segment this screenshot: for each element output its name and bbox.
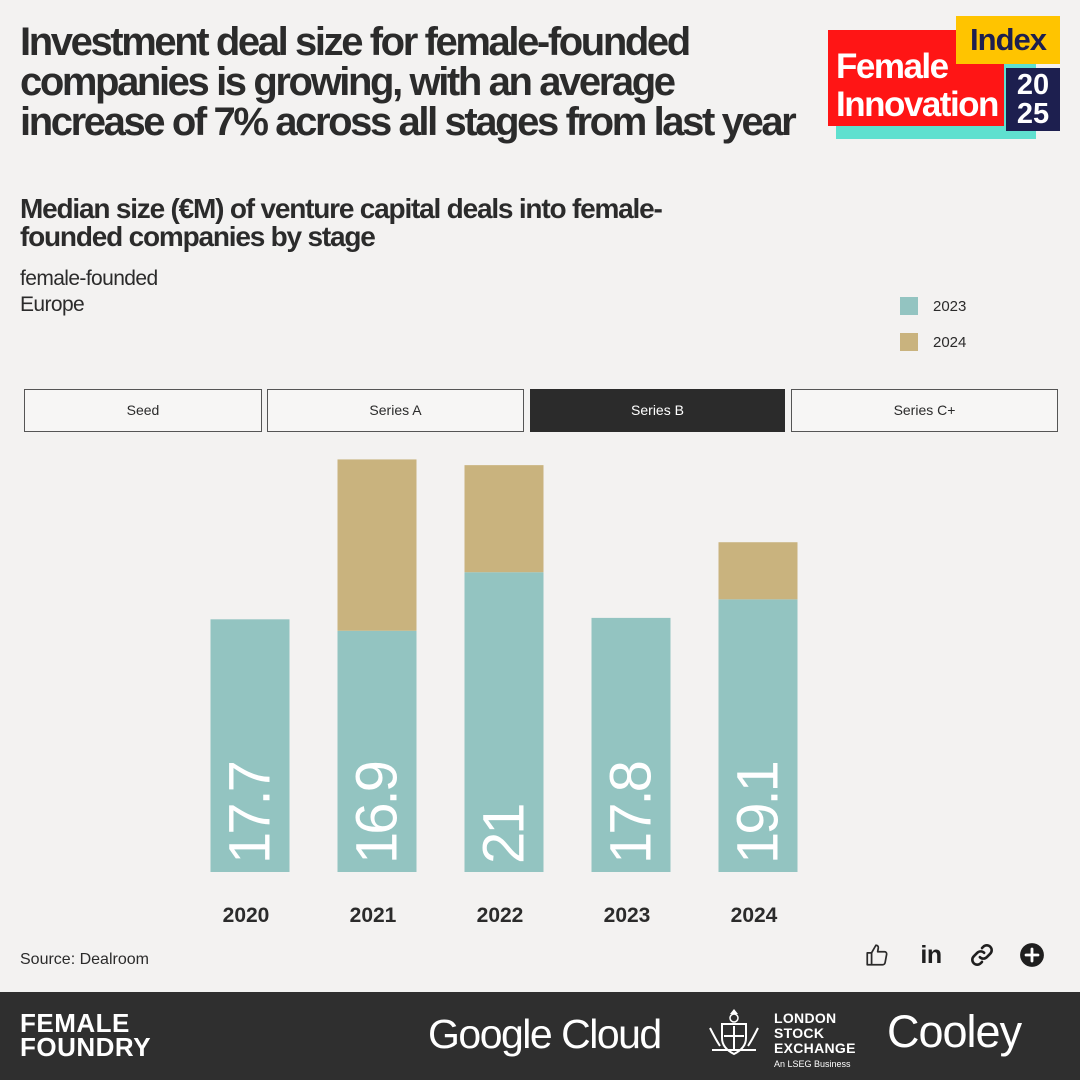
tab-series-b[interactable]: Series B (530, 389, 785, 432)
bar-2020-2023 (210, 619, 290, 872)
lse-line-2: STOCK (774, 1025, 825, 1041)
logo-year-top: 20 (1016, 69, 1050, 101)
legend-item-2023: 2023 (900, 288, 966, 324)
bar-2022-2024 (464, 465, 544, 573)
bar-2021-2024 (337, 459, 417, 631)
female-foundry-line-1: FEMALE (20, 1008, 130, 1038)
lse-tagline: An LSEG Business (774, 1059, 851, 1069)
tab-series-c-plus[interactable]: Series C+ (791, 389, 1058, 432)
bar-2023-2023 (591, 617, 671, 872)
lse-wordmark: LONDON STOCK EXCHANGE (774, 1011, 856, 1056)
bar-2024-2024 (718, 542, 798, 600)
legend-label-2023: 2023 (933, 297, 967, 315)
bar-chart: 17.7 2020 16.9 2021 21 2022 17.8 2023 19.1 2024 (210, 459, 798, 927)
source-note: Source: Dealroom (20, 951, 149, 968)
lse-crest-icon (709, 1009, 759, 1056)
chart-legend: 2023 2024 (900, 288, 966, 360)
logo-index-badge: Index (956, 16, 1060, 64)
logo-line-2: Innovation (836, 85, 999, 124)
legend-label-2024: 2024 (933, 333, 967, 351)
x-tick-label-2020: 2020 (223, 904, 270, 927)
thumbs-up-icon[interactable] (862, 940, 892, 970)
bar-value-label-2021: 16.9 (345, 762, 410, 864)
cooley-logo: Cooley (887, 1006, 1022, 1057)
bar-2024-2023 (718, 599, 798, 872)
x-tick-label-2024: 2024 (731, 904, 778, 927)
bar-2021-2023 (337, 630, 417, 872)
lse-line-3: EXCHANGE (774, 1040, 856, 1056)
lse-line-1: LONDON (774, 1010, 837, 1026)
tab-series-a[interactable]: Series A (267, 389, 524, 432)
legend-item-2024: 2024 (900, 324, 966, 360)
logo-year-badge: 20 25 (1006, 68, 1060, 131)
x-tick-label-2022: 2022 (477, 904, 524, 927)
logo-line-1: Female (836, 47, 949, 86)
google-cloud-logo: Google Cloud (428, 1011, 662, 1057)
stage-tabs: Seed Series A Series B Series C+ (24, 389, 1058, 432)
legend-swatch-2024 (900, 333, 918, 351)
bar-2022-2023 (464, 572, 544, 872)
female-innovation-index-logo: Female Innovation Index 20 25 (826, 16, 1064, 139)
logo-year-bottom: 25 (1016, 98, 1050, 130)
bar-value-label-2020: 17.7 (218, 762, 283, 864)
female-foundry-logo: FEMALE FOUNDRY (20, 1008, 152, 1062)
bar-value-label-2022: 21 (472, 805, 537, 864)
linkedin-glyph: in (920, 940, 942, 969)
sponsor-footer: FEMALE FOUNDRY Google Cloud LONDON STOCK… (0, 992, 1080, 1080)
filter-founder-type: female-founded (20, 267, 158, 290)
bar-value-label-2023: 17.8 (599, 762, 664, 864)
filter-region: Europe (20, 293, 85, 316)
female-foundry-line-2: FOUNDRY (20, 1032, 152, 1062)
link-icon[interactable] (967, 940, 997, 970)
plus-circle-icon[interactable] (1017, 940, 1047, 970)
legend-swatch-2023 (900, 297, 918, 315)
chart-headline: Investment deal size for female-founded … (20, 20, 797, 144)
tab-seed[interactable]: Seed (24, 389, 262, 432)
chart-subtitle: Median size (€M) of venture capital deal… (20, 193, 663, 252)
linkedin-icon[interactable]: in (916, 940, 946, 970)
x-tick-label-2021: 2021 (350, 904, 397, 927)
bar-value-label-2024: 19.1 (726, 762, 791, 864)
x-tick-label-2023: 2023 (604, 904, 651, 927)
